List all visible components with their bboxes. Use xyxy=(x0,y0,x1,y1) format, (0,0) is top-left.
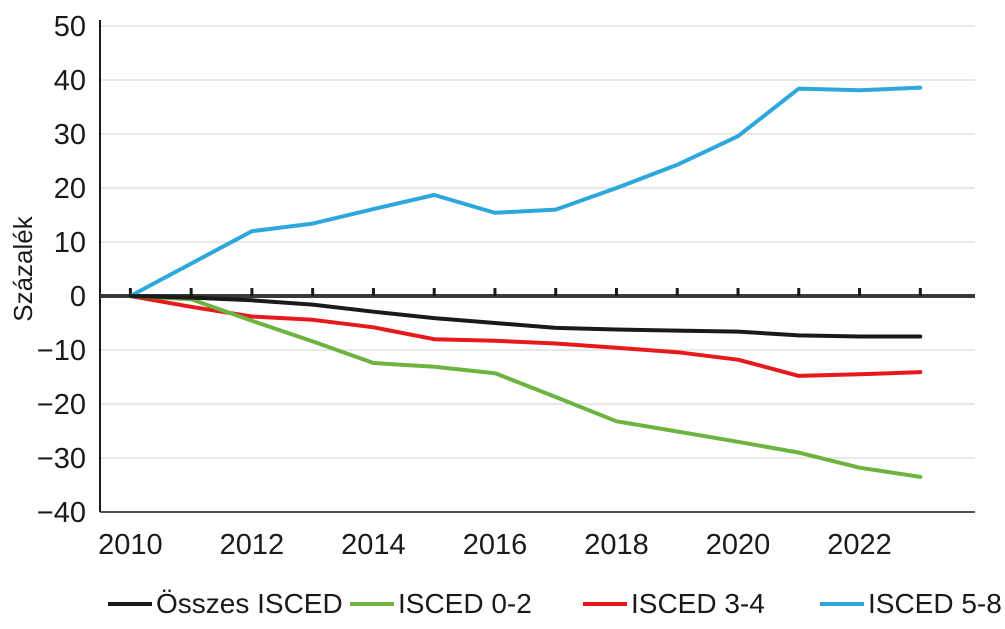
legend: Összes ISCED ISCED 0-2 ISCED 3-4 ISCED 5-8 xyxy=(0,582,1005,626)
legend-swatch xyxy=(108,602,152,606)
series-line-isced-5-8 xyxy=(128,85,923,298)
legend-label: ISCED 0-2 xyxy=(398,588,532,619)
legend-swatch xyxy=(820,602,864,606)
x-tick-label: 2012 xyxy=(220,529,285,561)
y-tick-label: 10 xyxy=(54,227,86,259)
y-tick-label: −30 xyxy=(37,443,86,475)
legend-label: Összes ISCED xyxy=(156,588,343,619)
y-tick-label: 30 xyxy=(54,119,86,151)
legend-item: ISCED 3-4 xyxy=(583,582,765,626)
y-tick-label: 0 xyxy=(70,281,86,313)
y-tick-label: −10 xyxy=(37,335,86,367)
y-tick-label: −40 xyxy=(37,497,86,529)
legend-item: Összes ISCED xyxy=(108,582,343,626)
legend-item: ISCED 5-8 xyxy=(820,582,1002,626)
x-tick-label: 2020 xyxy=(706,529,771,561)
series-line--sszes-isced xyxy=(128,294,923,339)
y-tick-label: 50 xyxy=(54,11,86,43)
y-tick-label: 40 xyxy=(54,65,86,97)
x-tick-label: 2018 xyxy=(584,529,649,561)
y-tick-label: 20 xyxy=(54,173,86,205)
axes xyxy=(99,20,975,513)
x-tick-label: 2010 xyxy=(98,529,163,561)
legend-label: ISCED 3-4 xyxy=(631,588,765,619)
series-line-isced-0-2 xyxy=(128,294,923,479)
gridlines xyxy=(100,25,975,513)
x-tick-label: 2014 xyxy=(341,529,406,561)
x-tick-label: 2016 xyxy=(463,529,528,561)
series-lines xyxy=(128,85,923,479)
legend-swatch xyxy=(350,602,394,606)
series-line-isced-3-4 xyxy=(128,294,923,378)
y-axis-label: Százalék xyxy=(8,215,38,321)
legend-label: ISCED 5-8 xyxy=(868,588,1002,619)
y-tick-label: −20 xyxy=(37,389,86,421)
legend-item: ISCED 0-2 xyxy=(350,582,532,626)
legend-swatch xyxy=(583,602,627,606)
x-tick-label: 2022 xyxy=(827,529,892,561)
